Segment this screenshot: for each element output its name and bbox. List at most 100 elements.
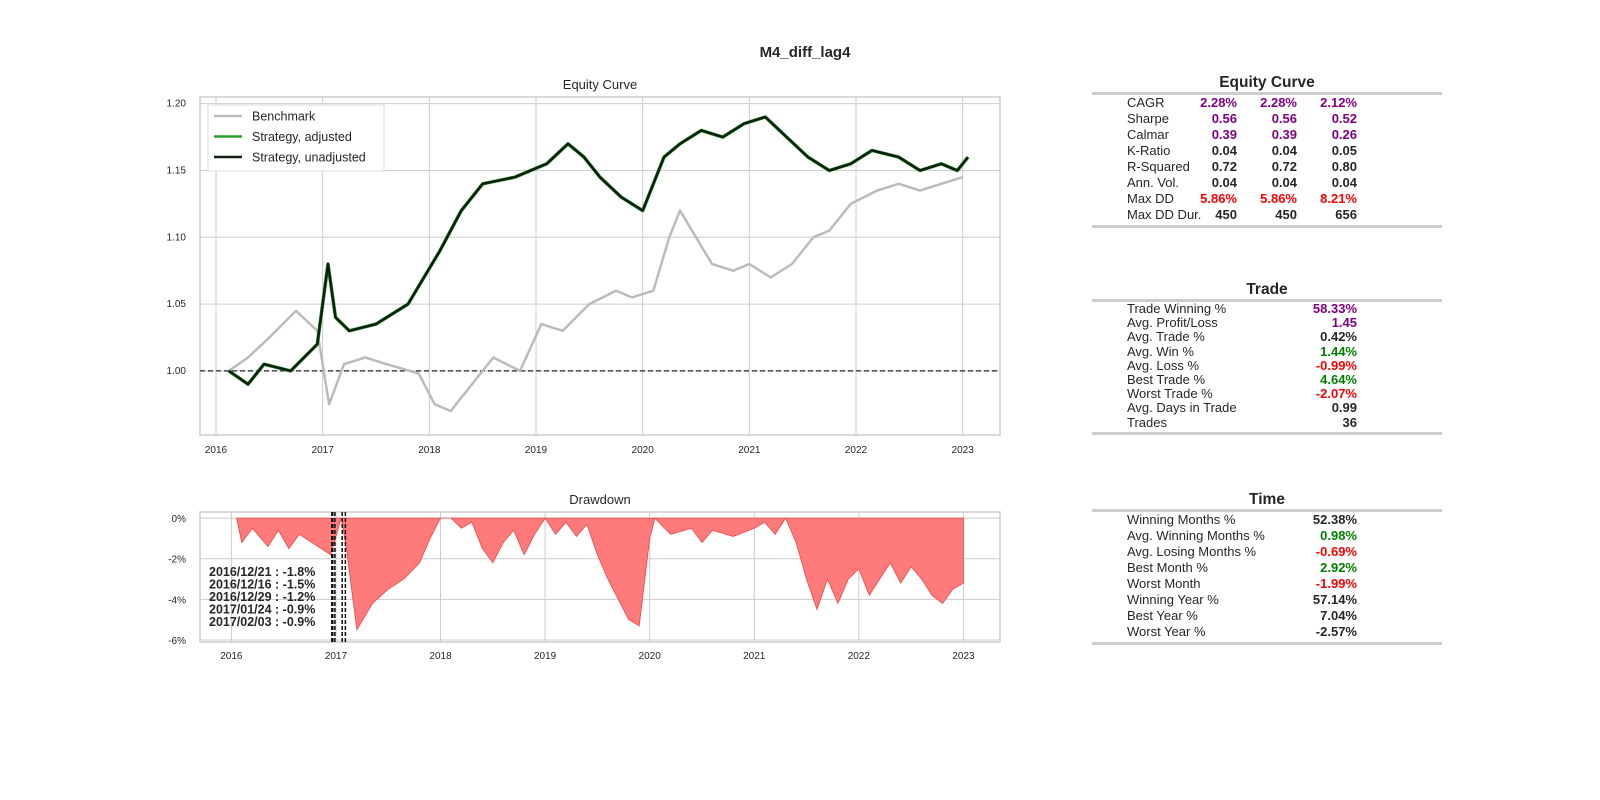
drawdown-y-tick-label: -2% [168, 555, 186, 566]
row-label: Worst Trade % [1127, 386, 1213, 402]
drawdown-y-tick-label: 0% [172, 514, 187, 525]
table-row: Avg. Win % 1.44% [1092, 343, 1442, 359]
table-row: Trades 36 [1092, 414, 1442, 430]
table-row: Winning Months % 52.38% [1092, 512, 1442, 528]
row-value: 0.39 [1211, 127, 1237, 142]
row-value: 0.04 [1211, 143, 1237, 158]
equity-y-tick-label: 1.10 [167, 232, 187, 243]
time-stats-table: Time Winning Months % 52.38% Avg. Winning … [1092, 490, 1442, 645]
row-label: K-Ratio [1127, 143, 1171, 158]
equity-x-tick-label: 2018 [418, 445, 441, 456]
equity-x-tick-label: 2020 [632, 445, 655, 456]
row-label: Avg. Trade % [1127, 329, 1205, 345]
row-value: 0.39 [1271, 127, 1297, 142]
row-value: 0.04 [1331, 175, 1357, 190]
trade-table-title: Trade [1246, 281, 1288, 298]
row-value: 5.86% [1260, 191, 1297, 206]
table-row: Avg. Loss % -0.99% [1092, 358, 1442, 373]
row-value: -2.57% [1315, 624, 1357, 639]
equity-chart-title: Equity Curve [563, 77, 637, 92]
row-value: 2.12% [1320, 95, 1357, 110]
equity-stats-table: Equity Curve CAGR 2.28% 2.28% 2.12% Sharpe 0.… [1092, 73, 1442, 228]
row-value: 0.80 [1331, 159, 1357, 174]
row-label: Avg. Profit/Loss [1127, 315, 1218, 331]
row-value: -2.07% [1315, 386, 1357, 402]
table-top-rule [1092, 92, 1442, 95]
table-row: Ann. Vol. 0.04 0.04 0.04 [1092, 175, 1442, 191]
row-label: Winning Months % [1127, 512, 1236, 527]
drawdown-x-tick-label: 2020 [639, 651, 662, 662]
row-value: 1.45 [1331, 315, 1357, 331]
row-label: Sharpe [1127, 111, 1169, 126]
trade-stats-table: Trade Trade Winning % 58.33% Avg. Profit/L… [1092, 280, 1442, 435]
worst-drawdown-label: 2016/12/16 : -1.5% [209, 578, 315, 592]
row-label: Avg. Losing Months % [1127, 544, 1257, 559]
table-row: Winning Year % 57.14% [1092, 592, 1442, 608]
legend-label: Strategy, adjusted [252, 130, 352, 144]
row-value: -0.69% [1315, 544, 1357, 559]
time-table-title: Time [1249, 491, 1285, 508]
table-row: Worst Month -1.99% [1092, 576, 1442, 592]
drawdown-y-tick-label: -4% [168, 595, 186, 606]
figure-title: M4_diff_lag4 [759, 44, 851, 61]
row-value: 7.04% [1320, 608, 1357, 623]
row-value: 0.99 [1331, 400, 1357, 416]
row-value: 0.72 [1271, 159, 1297, 174]
row-label: Max DD [1127, 191, 1174, 206]
drawdown-x-tick-label: 2016 [220, 651, 243, 662]
table-bottom-rule [1092, 431, 1442, 435]
row-label: Worst Month [1127, 576, 1201, 591]
row-label: Avg. Win % [1127, 343, 1194, 359]
row-label: Max DD Dur. [1127, 207, 1202, 222]
row-value: -1.99% [1315, 576, 1357, 591]
table-row: Best Trade % 4.64% [1092, 371, 1442, 387]
row-label: Ann. Vol. [1127, 175, 1180, 190]
row-label: Calmar [1127, 127, 1169, 142]
drawdown-x-tick-label: 2023 [952, 651, 975, 662]
table-row: Max DD Dur. 450 450 656 [1092, 207, 1442, 223]
table-row: Max DD 5.86% 5.86% 8.21% [1092, 191, 1442, 207]
row-value: 58.33% [1312, 301, 1357, 316]
row-value: 0.26 [1331, 127, 1357, 142]
worst-drawdown-label: 2017/02/03 : -0.9% [209, 615, 315, 629]
drawdown-chart-title: Drawdown [569, 492, 630, 507]
equity-series-line [228, 176, 964, 413]
table-row: K-Ratio 0.04 0.04 0.05 [1092, 143, 1442, 159]
row-label: Avg. Days in Trade [1127, 400, 1237, 416]
drawdown-x-tick-label: 2021 [743, 651, 766, 662]
row-value: 52.38% [1312, 512, 1357, 527]
equity-x-tick-label: 2023 [952, 445, 975, 456]
row-value: 2.92% [1320, 560, 1357, 575]
table-top-rule [1092, 299, 1442, 302]
table-row: Avg. Winning Months % 0.98% [1092, 528, 1442, 544]
row-value: 0.56 [1271, 111, 1297, 126]
table-top-rule [1092, 509, 1442, 512]
equity-y-tick-label: 1.20 [167, 99, 187, 110]
row-label: Best Trade % [1127, 371, 1206, 387]
row-value: 2.28% [1200, 95, 1237, 110]
row-value: 0.04 [1211, 175, 1237, 190]
row-label: Trade Winning % [1127, 301, 1227, 316]
drawdown-x-tick-label: 2018 [429, 651, 452, 662]
row-value: 450 [1275, 207, 1297, 222]
row-label: CAGR [1127, 95, 1165, 110]
row-value: 4.64% [1320, 371, 1357, 387]
worst-drawdown-label: 2016/12/21 : -1.8% [209, 565, 315, 579]
worst-drawdown-label: 2016/12/29 : -1.2% [209, 590, 315, 604]
equity-y-tick-label: 1.05 [167, 299, 187, 310]
row-label: Best Month % [1127, 560, 1208, 575]
equity-x-tick-label: 2021 [738, 445, 761, 456]
table-row: R-Squared 0.72 0.72 0.80 [1092, 159, 1442, 175]
row-value: 0.05 [1331, 143, 1357, 158]
drawdown-x-tick-label: 2019 [534, 651, 557, 662]
legend-label: Benchmark [252, 110, 316, 124]
legend-label: Strategy, unadjusted [252, 151, 366, 165]
table-row: Worst Year % -2.57% [1092, 624, 1442, 640]
drawdown-y-tick-label: -6% [168, 636, 186, 647]
table-row: Worst Trade % -2.07% [1092, 386, 1442, 402]
equity-y-tick-label: 1.00 [167, 366, 187, 377]
table-row: Avg. Trade % 0.42% [1092, 330, 1442, 344]
row-label: Trades [1127, 414, 1167, 430]
equity-series-line [228, 115, 969, 386]
equity-x-tick-label: 2019 [525, 445, 548, 456]
